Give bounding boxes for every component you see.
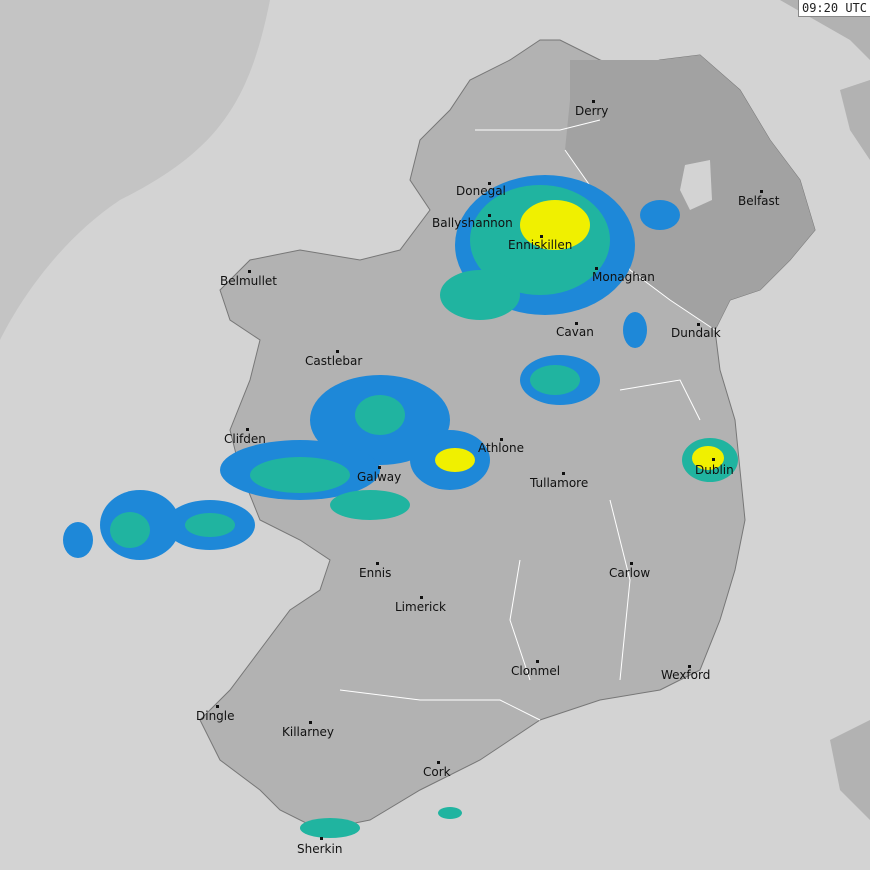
rain-cell-rain-moderate bbox=[185, 513, 235, 537]
city-label: Belfast bbox=[738, 194, 780, 208]
britain-landmass bbox=[780, 0, 870, 820]
far-sea-area bbox=[0, 0, 270, 340]
city-label: Dublin bbox=[695, 463, 734, 477]
rain-cell-rain-moderate bbox=[330, 490, 410, 520]
city-marker bbox=[562, 472, 565, 475]
city-marker bbox=[488, 182, 491, 185]
city-label: Dingle bbox=[196, 709, 235, 723]
city-label: Galway bbox=[357, 470, 402, 484]
city-label: Enniskillen bbox=[508, 238, 573, 252]
city-label: Ballyshannon bbox=[432, 216, 513, 230]
city-marker bbox=[488, 214, 491, 217]
city-label: Belmullet bbox=[220, 274, 277, 288]
city-marker bbox=[309, 721, 312, 724]
city-label: Limerick bbox=[395, 600, 446, 614]
city-marker bbox=[595, 267, 598, 270]
city-marker bbox=[336, 350, 339, 353]
rain-cell-rain-moderate bbox=[300, 818, 360, 838]
city-label: Donegal bbox=[456, 184, 506, 198]
city-label: Derry bbox=[575, 104, 609, 118]
city-marker bbox=[216, 705, 219, 708]
rain-cell-rain-heavy bbox=[692, 446, 724, 470]
city-marker bbox=[630, 562, 633, 565]
radar-precipitation bbox=[63, 175, 738, 838]
city-label: Dundalk bbox=[671, 326, 721, 340]
city-marker bbox=[437, 761, 440, 764]
city-label: Clifden bbox=[224, 432, 266, 446]
rain-cell-rain-moderate bbox=[250, 457, 350, 493]
rain-cell-rain-moderate bbox=[530, 365, 580, 395]
rain-cell-rain-light bbox=[640, 200, 680, 230]
city-label: Killarney bbox=[282, 725, 335, 739]
city-label: Monaghan bbox=[592, 270, 655, 284]
city-marker bbox=[688, 665, 691, 668]
city-label: Ennis bbox=[359, 566, 392, 580]
city-marker bbox=[540, 235, 543, 238]
city-label: Cork bbox=[423, 765, 451, 779]
city-label: Tullamore bbox=[530, 476, 589, 490]
timestamp-label: 09:20 UTC bbox=[797, 0, 870, 17]
city-marker bbox=[248, 270, 251, 273]
city-marker bbox=[712, 458, 715, 461]
city-marker bbox=[378, 466, 381, 469]
city-label: Wexford bbox=[661, 668, 711, 682]
lough-neagh bbox=[680, 160, 712, 210]
city-marker bbox=[697, 323, 700, 326]
rain-cell-rain-heavy bbox=[520, 200, 590, 250]
rain-cell-rain-moderate bbox=[110, 512, 150, 548]
city-marker bbox=[760, 190, 763, 193]
city-label: Athlone bbox=[478, 441, 524, 455]
city-marker bbox=[420, 596, 423, 599]
city-label: Clonmel bbox=[511, 664, 561, 678]
county-borders bbox=[339, 119, 716, 721]
rain-cell-rain-light bbox=[63, 522, 93, 558]
city-marker bbox=[376, 562, 379, 565]
city-marker bbox=[500, 438, 503, 441]
city-label: Castlebar bbox=[305, 354, 363, 368]
city-marker bbox=[246, 428, 249, 431]
city-label: Cavan bbox=[556, 325, 594, 339]
city-marker bbox=[575, 322, 578, 325]
city-marker bbox=[536, 660, 539, 663]
rain-cell-rain-moderate bbox=[355, 395, 405, 435]
rain-cell-rain-light bbox=[623, 312, 647, 348]
rain-cell-rain-moderate bbox=[438, 807, 462, 819]
rain-cell-rain-moderate bbox=[440, 270, 520, 320]
city-label: Sherkin bbox=[297, 842, 343, 856]
rain-cell-rain-heavy bbox=[435, 448, 475, 472]
city-marker bbox=[320, 837, 323, 840]
city-label: Carlow bbox=[609, 566, 651, 580]
city-marker bbox=[592, 100, 595, 103]
